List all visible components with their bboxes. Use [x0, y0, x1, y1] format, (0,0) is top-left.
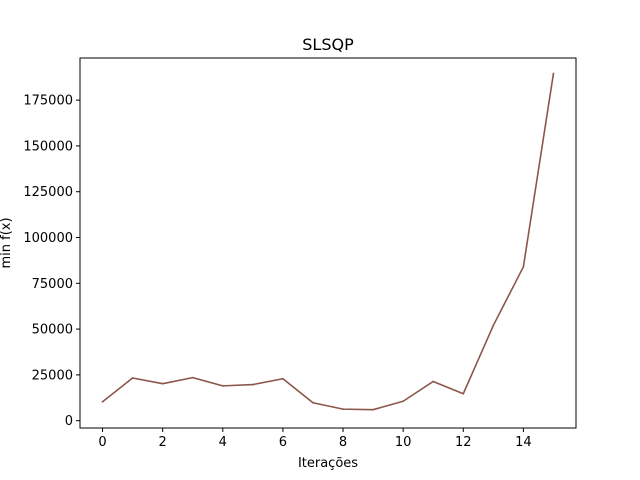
data-point	[492, 324, 495, 327]
y-tick-label: 100000	[23, 231, 73, 246]
x-tick-label: 14	[515, 435, 532, 450]
y-tick-label: 175000	[23, 94, 73, 109]
y-tick-label: 25000	[32, 368, 73, 383]
data-point	[372, 408, 374, 411]
y-tick-label: 150000	[23, 139, 73, 154]
data-point	[161, 382, 164, 385]
chart-title: SLSQP	[302, 35, 354, 54]
data-point	[342, 408, 344, 411]
x-tick-label: 6	[279, 435, 287, 450]
series-line	[102, 73, 555, 411]
x-tick-label: 2	[159, 435, 167, 450]
data-point	[282, 377, 284, 380]
data-point	[432, 380, 435, 383]
x-tick-label: 0	[98, 435, 106, 450]
x-axis-ticks: 0 2 4 6 8 10 12 14	[98, 428, 532, 450]
x-tick-label: 8	[339, 435, 347, 450]
x-tick-label: 12	[455, 435, 472, 450]
data-point	[251, 383, 254, 386]
data-point	[191, 376, 194, 379]
y-tick-label: 125000	[23, 185, 73, 200]
data-point	[402, 400, 405, 403]
plot-series	[101, 72, 555, 411]
data-point	[522, 265, 525, 268]
data-point	[101, 400, 104, 403]
y-axis-ticks: 0 25000 50000 75000 100000 125000 150000 175000	[23, 94, 80, 429]
x-tick-label: 4	[219, 435, 227, 450]
plot-frame	[79, 57, 577, 429]
data-point	[462, 392, 465, 395]
y-tick-label: 0	[65, 414, 73, 429]
y-axis-label: min f(x)	[0, 217, 14, 268]
data-point	[131, 377, 134, 379]
data-point	[221, 384, 224, 387]
y-tick-label: 75000	[32, 277, 73, 292]
x-tick-label: 10	[395, 435, 412, 450]
data-point	[312, 401, 314, 404]
y-tick-label: 50000	[32, 323, 73, 338]
x-axis-label: Iterações	[298, 456, 358, 471]
data-point	[552, 72, 555, 75]
